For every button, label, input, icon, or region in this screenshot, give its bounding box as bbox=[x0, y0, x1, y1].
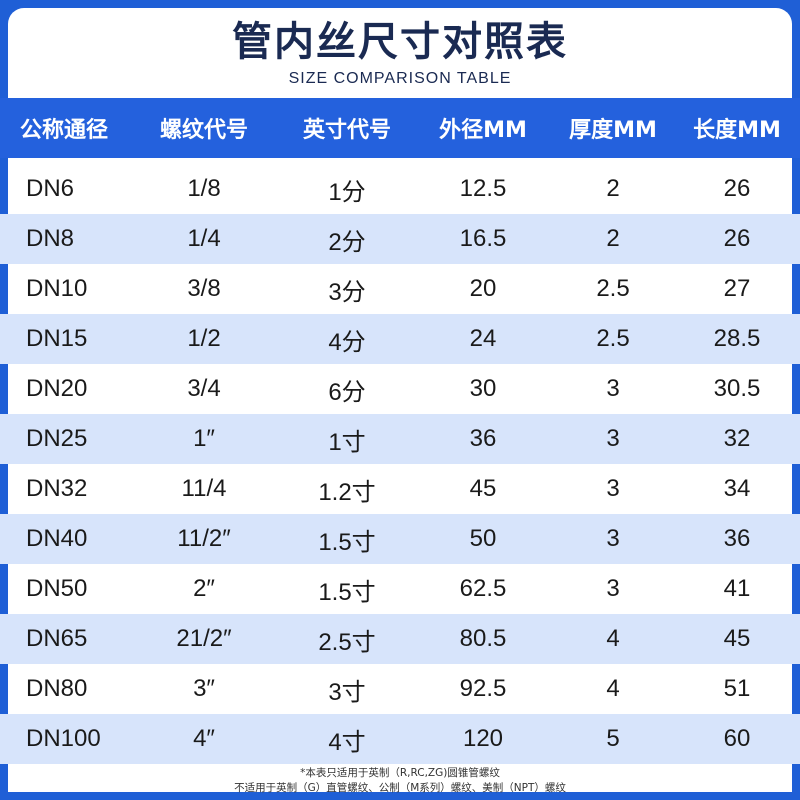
cell-length: 27 bbox=[723, 275, 751, 302]
cell-outer-diameter: 92.5 bbox=[459, 675, 507, 702]
column-header-outer-diameter: 外径MM bbox=[439, 118, 527, 143]
cell-length: 45 bbox=[723, 625, 751, 652]
cell-thickness: 3 bbox=[606, 425, 620, 452]
table-header: 公称通径 螺纹代号 英寸代号 外径MM 厚度MM 长度MM bbox=[0, 98, 800, 158]
cell-thread-code: 11/2″ bbox=[177, 525, 231, 552]
cell-outer-diameter: 36 bbox=[469, 425, 497, 452]
cell-thickness: 4 bbox=[606, 625, 620, 652]
cell-thread-code: 4″ bbox=[193, 725, 215, 752]
cell-nominal-diameter: DN25 bbox=[26, 425, 88, 452]
cell-outer-diameter: 16.5 bbox=[459, 225, 507, 252]
footnote: *本表只适用于英制（R,RC,ZG)圆锥管螺纹 不适用于英制（G）直管螺纹、公制… bbox=[0, 766, 800, 796]
table-row: DN10 3/8 3分 20 2.5 27 bbox=[0, 264, 800, 314]
cell-nominal-diameter: DN80 bbox=[26, 675, 88, 702]
cell-thickness: 2 bbox=[606, 175, 620, 202]
cell-length: 26 bbox=[723, 175, 751, 202]
cell-length: 26 bbox=[723, 225, 751, 252]
cell-inch-code: 1寸 bbox=[328, 428, 366, 456]
cell-nominal-diameter: DN15 bbox=[26, 325, 88, 352]
cell-outer-diameter: 12.5 bbox=[459, 175, 507, 202]
column-header-length: 长度MM bbox=[693, 118, 781, 143]
cell-outer-diameter: 50 bbox=[469, 525, 497, 552]
cell-length: 30.5 bbox=[713, 375, 761, 402]
cell-thread-code: 2″ bbox=[193, 575, 215, 602]
cell-inch-code: 6分 bbox=[328, 378, 366, 406]
table-panel: 管内丝尺寸对照表 SIZE COMPARISON TABLE 公称通径 螺纹代号… bbox=[0, 8, 800, 794]
table-row: DN20 3/4 6分 30 3 30.5 bbox=[0, 364, 800, 414]
table-row: DN80 3″ 3寸 92.5 4 51 bbox=[0, 664, 800, 714]
table-row: DN6 1/8 1分 12.5 2 26 bbox=[0, 164, 800, 214]
cell-nominal-diameter: DN40 bbox=[26, 525, 88, 552]
cell-length: 34 bbox=[723, 475, 751, 502]
cell-outer-diameter: 45 bbox=[469, 475, 497, 502]
cell-inch-code: 3寸 bbox=[328, 678, 366, 706]
cell-nominal-diameter: DN10 bbox=[26, 275, 88, 302]
cell-thread-code: 1/8 bbox=[187, 175, 221, 202]
cell-inch-code: 1.2寸 bbox=[318, 478, 376, 506]
cell-thread-code: 11/4 bbox=[181, 475, 227, 502]
cell-nominal-diameter: DN100 bbox=[26, 725, 101, 752]
table-row: DN50 2″ 1.5寸 62.5 3 41 bbox=[0, 564, 800, 614]
table-body: DN6 1/8 1分 12.5 2 26 DN8 1/4 2分 16.5 2 26 DN10 3/8 3分 2… bbox=[0, 164, 800, 764]
cell-inch-code: 3分 bbox=[328, 278, 366, 306]
cell-inch-code: 2.5寸 bbox=[318, 628, 376, 656]
cell-outer-diameter: 24 bbox=[469, 325, 497, 352]
cell-inch-code: 4寸 bbox=[328, 728, 366, 756]
cell-thread-code: 1/2 bbox=[187, 325, 221, 352]
cell-nominal-diameter: DN32 bbox=[26, 475, 88, 502]
cell-thickness: 4 bbox=[606, 675, 620, 702]
column-header-nominal-diameter: 公称通径 bbox=[19, 118, 108, 143]
cell-thread-code: 3/8 bbox=[187, 275, 221, 302]
cell-length: 36 bbox=[723, 525, 751, 552]
footnote-line-1: *本表只适用于英制（R,RC,ZG)圆锥管螺纹 bbox=[300, 767, 500, 779]
cell-outer-diameter: 80.5 bbox=[459, 625, 507, 652]
cell-length: 28.5 bbox=[713, 325, 761, 352]
cell-thickness: 5 bbox=[606, 725, 620, 752]
cell-thickness: 3 bbox=[606, 475, 620, 502]
cell-thread-code: 3″ bbox=[193, 675, 215, 702]
cell-outer-diameter: 30 bbox=[469, 375, 497, 402]
cell-nominal-diameter: DN6 bbox=[26, 175, 75, 202]
cell-length: 41 bbox=[723, 575, 751, 602]
cell-nominal-diameter: DN50 bbox=[26, 575, 88, 602]
page-subtitle: SIZE COMPARISON TABLE bbox=[288, 70, 512, 87]
cell-thickness: 3 bbox=[606, 375, 620, 402]
cell-thickness: 3 bbox=[606, 575, 620, 602]
cell-thread-code: 3/4 bbox=[187, 375, 221, 402]
cell-length: 32 bbox=[723, 425, 751, 452]
cell-nominal-diameter: DN8 bbox=[26, 225, 75, 252]
table-row: DN40 11/2″ 1.5寸 50 3 36 bbox=[0, 514, 800, 564]
cell-thickness: 2.5 bbox=[596, 275, 630, 302]
cell-inch-code: 2分 bbox=[328, 228, 366, 256]
cell-outer-diameter: 20 bbox=[469, 275, 497, 302]
table-row: DN32 11/4 1.2寸 45 3 34 bbox=[0, 464, 800, 514]
table-row: DN65 21/2″ 2.5寸 80.5 4 45 bbox=[0, 614, 800, 664]
cell-thread-code: 1/4 bbox=[187, 225, 221, 252]
cell-length: 60 bbox=[723, 725, 751, 752]
table-row: DN15 1/2 4分 24 2.5 28.5 bbox=[0, 314, 800, 364]
cell-inch-code: 4分 bbox=[328, 328, 366, 356]
cell-nominal-diameter: DN65 bbox=[26, 625, 88, 652]
cell-inch-code: 1.5寸 bbox=[318, 528, 376, 556]
cell-thickness: 2 bbox=[606, 225, 620, 252]
page-title: 管内丝尺寸对照表 bbox=[232, 19, 568, 65]
table-row: DN100 4″ 4寸 120 5 60 bbox=[0, 714, 800, 764]
column-header-thread-code: 螺纹代号 bbox=[159, 118, 248, 143]
cell-thread-code: 1″ bbox=[193, 425, 215, 452]
cell-inch-code: 1.5寸 bbox=[318, 578, 376, 606]
cell-outer-diameter: 120 bbox=[462, 725, 504, 752]
cell-thread-code: 21/2″ bbox=[176, 625, 232, 652]
column-header-inch-code: 英寸代号 bbox=[302, 118, 391, 143]
cell-nominal-diameter: DN20 bbox=[26, 375, 88, 402]
footnote-line-2: 不适用于英制（G）直管螺纹、公制（M系列）螺纹、美制（NPT）螺纹 bbox=[234, 782, 566, 794]
cell-outer-diameter: 62.5 bbox=[459, 575, 507, 602]
cell-thickness: 3 bbox=[606, 525, 620, 552]
cell-thickness: 2.5 bbox=[596, 325, 630, 352]
table-row: DN8 1/4 2分 16.5 2 26 bbox=[0, 214, 800, 264]
cell-inch-code: 1分 bbox=[328, 178, 366, 206]
cell-length: 51 bbox=[723, 675, 751, 702]
column-header-thickness: 厚度MM bbox=[569, 118, 657, 143]
table-row: DN25 1″ 1寸 36 3 32 bbox=[0, 414, 800, 464]
